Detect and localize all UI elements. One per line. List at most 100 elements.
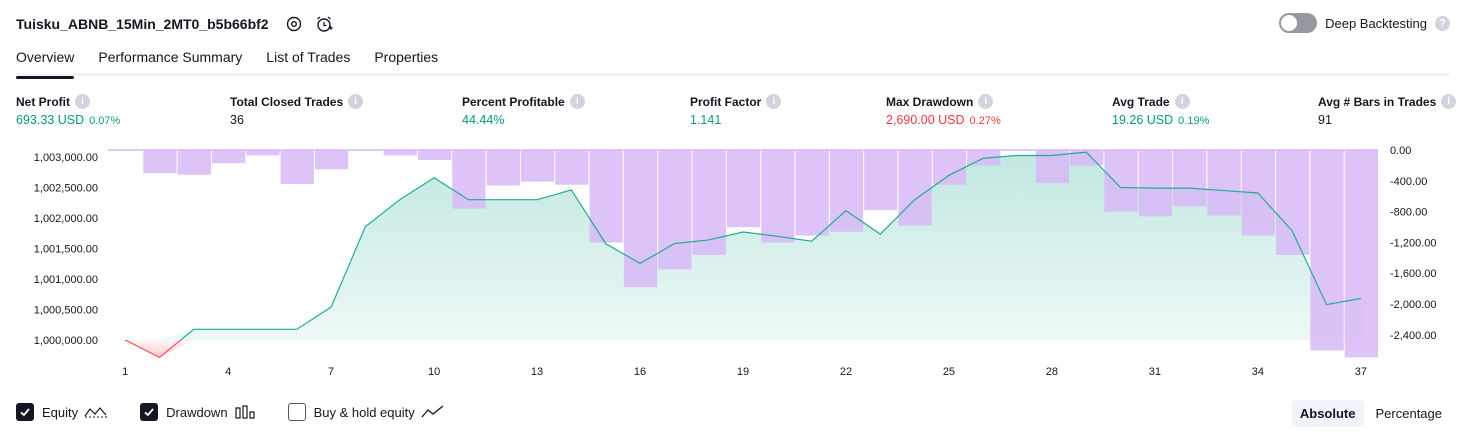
avg-trade-pct: 0.19%: [1178, 115, 1210, 127]
buy-hold-label: Buy & hold equity: [313, 404, 415, 420]
buy-hold-checkbox[interactable]: [287, 403, 306, 421]
x-tick-label: 22: [840, 366, 852, 378]
info-icon[interactable]: i: [978, 94, 994, 109]
y-right-tick-label: -1,600.00: [1390, 268, 1436, 280]
metric-profit-factor: Profit Factor i 1.141: [690, 93, 782, 127]
drawdown-bar: [211, 150, 246, 164]
equity-chart: 1,003,000.00 1,002,500.00 1,002,000.00 1,00…: [34, 145, 1437, 378]
deep-backtesting-toggle[interactable]: [1279, 13, 1318, 33]
drawdown-bar: [1344, 150, 1378, 358]
help-icon[interactable]: ?: [1435, 15, 1450, 31]
equity-checkbox[interactable]: [16, 403, 34, 421]
y-left-tick-label: 1,001,000.00: [34, 274, 98, 286]
drawdown-bar: [692, 150, 726, 255]
equity-line: [180, 151, 1361, 341]
buy-hold-line-icon: [421, 404, 445, 420]
legend-buy-hold[interactable]: Buy & hold equity: [287, 403, 445, 421]
info-icon[interactable]: i: [1174, 94, 1190, 109]
metric-avg-bars: Avg # Bars in Trades i 91: [1318, 93, 1457, 127]
drawdown-bar: [932, 150, 967, 185]
metric-label: Avg # Bars in Trades: [1318, 94, 1437, 109]
deep-backtesting-control: Deep Backtesting ?: [1279, 13, 1450, 33]
metric-percent-profitable: Percent Profitable i 44.44%: [462, 93, 585, 127]
y-right-tick-label: -1,200.00: [1390, 237, 1436, 249]
equity-area: [125, 152, 1361, 340]
max-drawdown-value: 2,690.00 USD: [886, 113, 965, 127]
drawdown-bar: [1310, 150, 1344, 351]
drawdown-label: Drawdown: [166, 404, 228, 420]
drawdown-bar: [143, 150, 177, 174]
drawdown-bar: [555, 150, 589, 185]
drawdown-checkbox[interactable]: [140, 403, 159, 421]
metric-label: Net Profit: [16, 94, 70, 109]
info-icon[interactable]: i: [766, 94, 782, 109]
drawdown-bar: [177, 150, 211, 175]
y-left-tick-label: 1,001,500.00: [34, 244, 98, 256]
info-icon[interactable]: i: [348, 94, 364, 109]
metric-total-closed-trades: Total Closed Trades i 36: [230, 93, 364, 127]
percentage-button[interactable]: Percentage: [1375, 406, 1443, 421]
legend-equity[interactable]: Equity: [16, 403, 108, 421]
drawdown-bar: [726, 150, 761, 228]
tab-list-of-trades[interactable]: List of Trades: [266, 49, 351, 65]
chart-legend: Equity Drawdown Buy & hold equity: [16, 403, 477, 421]
x-tick-label: 25: [943, 366, 955, 378]
drawdown-bar: [1207, 150, 1241, 216]
drawdown-bar: [1104, 150, 1138, 212]
profit-factor-value: 1.141: [690, 113, 722, 127]
drawdown-bar: [520, 150, 555, 182]
y-left-tick-label: 1,002,000.00: [34, 213, 98, 225]
x-tick-label: 10: [428, 366, 440, 378]
y-left-tick-label: 1,000,500.00: [34, 305, 98, 317]
drawdown-bar: [761, 150, 795, 243]
metric-label: Percent Profitable: [462, 94, 565, 109]
avg-bars-value: 91: [1318, 113, 1332, 127]
x-tick-label: 7: [328, 366, 334, 378]
x-tick-label: 16: [634, 366, 646, 378]
drawdown-bar: [658, 150, 692, 270]
metrics-row: Net Profit i 693.33 USD 0.07% Total Closed…: [0, 93, 1466, 133]
avg-trade-value: 19.26 USD: [1112, 113, 1174, 127]
legend-drawdown[interactable]: Drawdown: [140, 403, 255, 421]
metric-label: Avg Trade: [1112, 94, 1170, 109]
info-icon[interactable]: i: [75, 94, 90, 109]
drawdown-bar: [1173, 150, 1207, 207]
metric-net-profit: Net Profit i 693.33 USD 0.07%: [16, 93, 120, 127]
x-tick-label: 13: [531, 366, 543, 378]
info-icon[interactable]: i: [569, 94, 585, 109]
y-right-tick-label: -2,400.00: [1390, 330, 1436, 342]
drawdown-bars-icon: [234, 404, 256, 420]
x-tick-label: 4: [225, 366, 231, 378]
y-left-tick-label: 1,002,500.00: [34, 183, 98, 195]
equity-line-icon: [84, 404, 108, 420]
max-drawdown-pct: 0.27%: [969, 115, 1001, 127]
x-tick-label: 34: [1252, 366, 1264, 378]
add-alert-icon[interactable]: [315, 15, 333, 33]
drawdown-bar: [452, 150, 486, 209]
drawdown-bar: [314, 150, 349, 170]
info-icon[interactable]: i: [1441, 94, 1457, 109]
tab-overview[interactable]: Overview: [16, 47, 75, 79]
percent-profitable-value: 44.44%: [462, 113, 505, 127]
drawdown-bar: [1138, 150, 1173, 217]
tab-properties[interactable]: Properties: [374, 49, 439, 65]
y-left-tick-label: 1,003,000.00: [34, 152, 98, 164]
metric-label: Total Closed Trades: [230, 94, 344, 109]
drawdown-bar: [417, 150, 452, 161]
strategy-name: Tuisku_ABNB_15Min_2MT0_b5b66bf2: [16, 16, 269, 32]
drawdown-bar: [246, 150, 280, 156]
metric-label: Profit Factor: [690, 94, 762, 109]
y-right-tick-label: 0.00: [1390, 145, 1411, 157]
settings-icon[interactable]: [285, 15, 303, 33]
drawdown-bar: [383, 150, 417, 156]
y-right-tick-label: -2,000.00: [1390, 299, 1436, 311]
strategy-header: Tuisku_ABNB_15Min_2MT0_b5b66bf2: [16, 12, 333, 36]
view-mode-toggle: Absolute Percentage: [1291, 400, 1450, 427]
drawdown-bar: [898, 150, 932, 226]
absolute-button[interactable]: Absolute: [1291, 400, 1364, 427]
x-tick-label: 28: [1046, 366, 1058, 378]
net-profit-pct: 0.07%: [89, 115, 121, 127]
tab-performance-summary[interactable]: Performance Summary: [98, 49, 243, 65]
x-tick-label: 31: [1149, 366, 1161, 378]
tab-bar: Overview Performance Summary List of Tra…: [16, 47, 1450, 79]
